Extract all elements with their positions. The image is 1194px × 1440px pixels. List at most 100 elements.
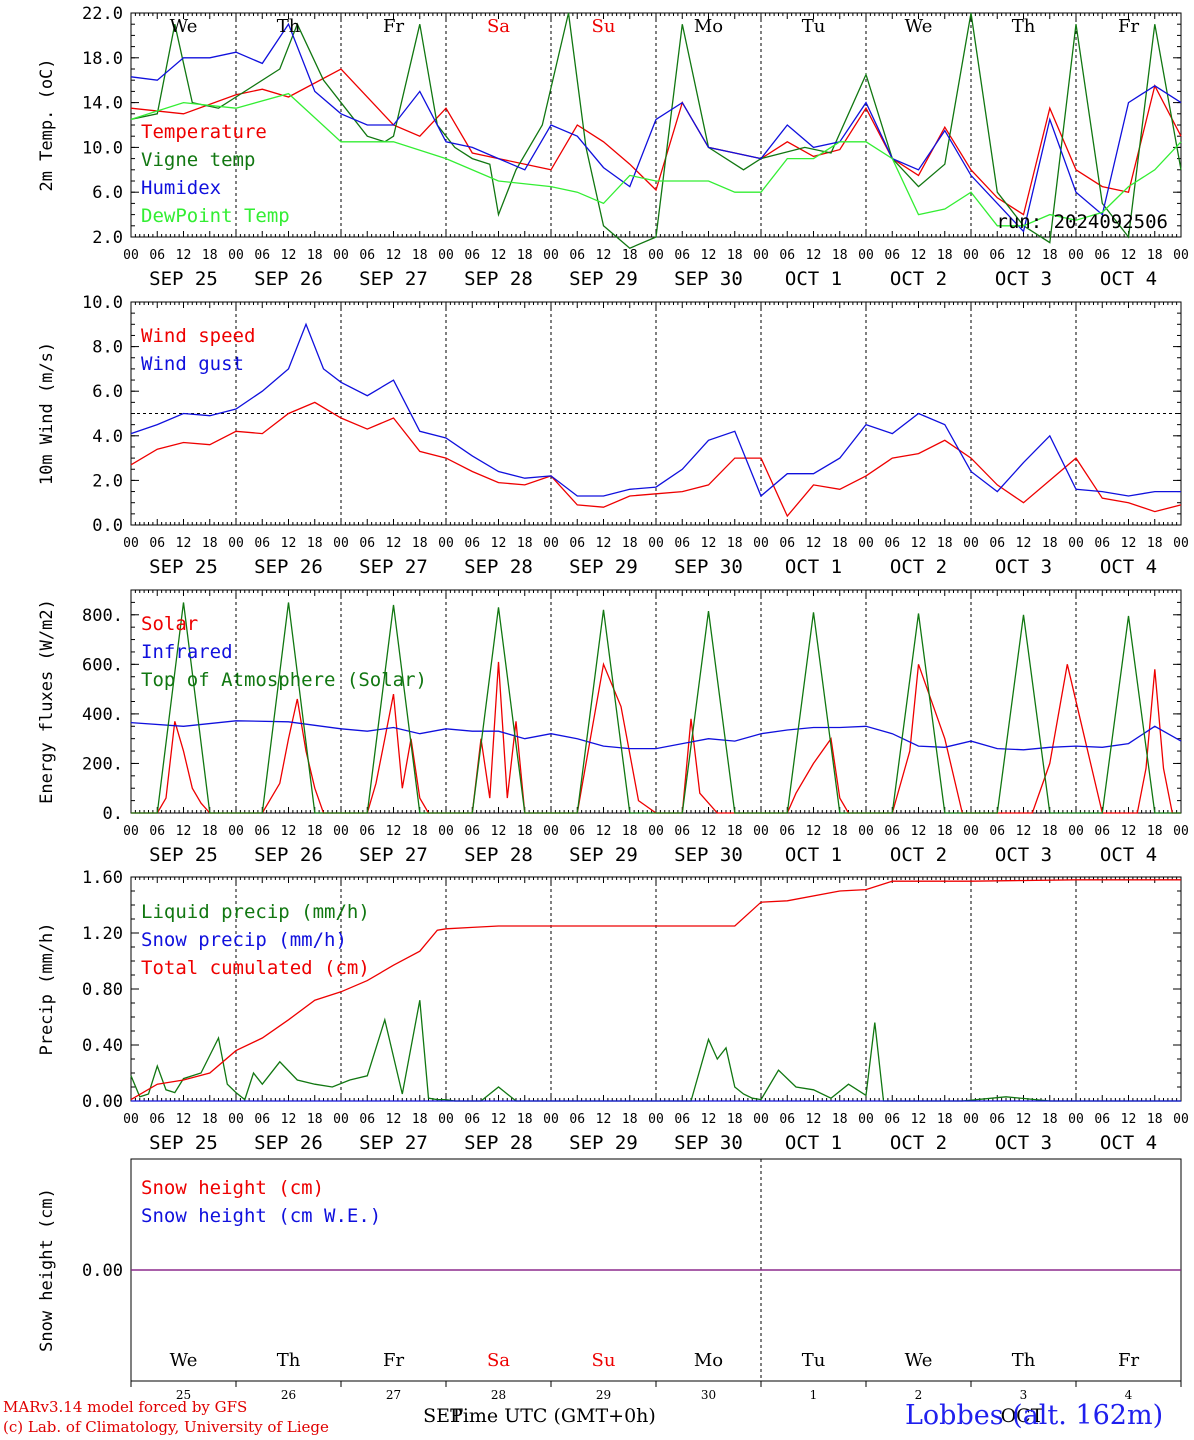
hour-tick-label: 12 xyxy=(596,536,612,551)
date-label: SEP 28 xyxy=(464,1132,533,1154)
series-line-total-cumulated-cm- xyxy=(130,879,1181,1101)
y-axis-title: Snow height (cm) xyxy=(37,1188,57,1352)
hour-tick-label: 00 xyxy=(753,248,769,263)
hour-tick-label: 00 xyxy=(123,1112,139,1127)
date-label: OCT 4 xyxy=(1100,556,1157,578)
hour-tick-label: 12 xyxy=(596,824,612,839)
hour-tick-label: 00 xyxy=(123,536,139,551)
date-label: OCT 2 xyxy=(890,268,947,290)
weekday-label: We xyxy=(170,16,198,37)
hour-tick-label: 18 xyxy=(1042,824,1058,839)
hour-tick-label: 12 xyxy=(1016,248,1032,263)
hour-tick-label: 00 xyxy=(438,536,454,551)
hour-tick-label: 12 xyxy=(596,248,612,263)
weekday-label: Fr xyxy=(383,16,404,37)
weekday-label: Sa xyxy=(487,16,510,37)
hour-tick-label: 12 xyxy=(386,824,402,839)
y-tick-label: 10.0 xyxy=(82,138,123,158)
hour-tick-label: 18 xyxy=(517,248,533,263)
legend-entry: Wind speed xyxy=(141,325,255,347)
day-number: 28 xyxy=(491,1388,506,1402)
hour-tick-label: 06 xyxy=(359,248,375,263)
day-number: 27 xyxy=(386,1388,401,1402)
hour-tick-label: 06 xyxy=(149,824,165,839)
hour-tick-label: 00 xyxy=(963,536,979,551)
hour-tick-label: 18 xyxy=(202,1112,218,1127)
hour-tick-label: 00 xyxy=(228,248,244,263)
y-tick-label: 0.0 xyxy=(92,516,123,536)
legend-entry: Temperature xyxy=(141,121,267,143)
hour-tick-label: 18 xyxy=(202,248,218,263)
hour-tick-label: 18 xyxy=(412,1112,428,1127)
weekday-label: Th xyxy=(277,1350,301,1371)
hour-tick-label: 06 xyxy=(149,248,165,263)
date-label: SEP 28 xyxy=(464,844,533,866)
hour-tick-label: 12 xyxy=(386,248,402,263)
hour-tick-label: 06 xyxy=(464,824,480,839)
hour-tick-label: 12 xyxy=(701,248,717,263)
legend-entry: Snow height (cm W.E.) xyxy=(141,1205,381,1227)
hour-tick-label: 18 xyxy=(1147,248,1163,263)
day-number: 4 xyxy=(1125,1388,1133,1402)
hour-tick-label: 06 xyxy=(254,248,270,263)
weekday-label: Tu xyxy=(802,1350,826,1371)
hour-tick-label: 18 xyxy=(1147,536,1163,551)
hour-tick-label: 06 xyxy=(779,248,795,263)
hour-tick-label: 18 xyxy=(1147,1112,1163,1127)
hour-tick-label: 18 xyxy=(307,248,323,263)
date-label: OCT 1 xyxy=(785,1132,842,1154)
hour-tick-label: 00 xyxy=(543,536,559,551)
hour-tick-label: 00 xyxy=(438,248,454,263)
hour-tick-label: 18 xyxy=(517,536,533,551)
hour-tick-label: 12 xyxy=(281,536,297,551)
date-label: SEP 25 xyxy=(149,556,218,578)
hour-tick-label: 06 xyxy=(569,824,585,839)
hour-tick-label: 18 xyxy=(832,824,848,839)
hour-tick-label: 00 xyxy=(858,1112,874,1127)
hour-tick-label: 00 xyxy=(1173,824,1189,839)
hour-tick-label: 12 xyxy=(806,248,822,263)
hour-tick-label: 00 xyxy=(963,824,979,839)
date-label: SEP 26 xyxy=(254,1132,323,1154)
hour-tick-label: 06 xyxy=(989,536,1005,551)
date-label: SEP 26 xyxy=(254,844,323,866)
y-tick-label: 14.0 xyxy=(82,94,123,114)
day-number: 29 xyxy=(596,1388,611,1402)
weekday-label: Su xyxy=(592,1350,616,1371)
weekday-label: We xyxy=(905,1350,933,1371)
date-label: SEP 26 xyxy=(254,268,323,290)
y-tick-label: 0.80 xyxy=(82,980,123,1000)
y-tick-label: 800. xyxy=(82,606,123,626)
hour-tick-label: 12 xyxy=(176,536,192,551)
weekday-label: We xyxy=(905,16,933,37)
hour-tick-label: 06 xyxy=(569,248,585,263)
hour-tick-label: 12 xyxy=(701,536,717,551)
hour-tick-label: 18 xyxy=(1042,1112,1058,1127)
date-label: OCT 2 xyxy=(890,1132,947,1154)
hour-tick-label: 12 xyxy=(491,824,507,839)
day-number: 2 xyxy=(915,1388,923,1402)
weekday-label: Mo xyxy=(694,1350,723,1371)
hour-tick-label: 06 xyxy=(989,248,1005,263)
panel-5: 0.00 Snow height (cm) Snow height (cm) Snow… xyxy=(37,1158,1182,1387)
day-number: 3 xyxy=(1020,1388,1028,1402)
hour-tick-label: 00 xyxy=(858,248,874,263)
weekday-label: We xyxy=(170,1350,198,1371)
y-axis-title: Precip (mm/h) xyxy=(37,922,57,1055)
hour-tick-label: 06 xyxy=(779,1112,795,1127)
hour-tick-label: 06 xyxy=(779,536,795,551)
hour-tick-label: 06 xyxy=(989,1112,1005,1127)
hour-tick-label: 06 xyxy=(1094,824,1110,839)
weekday-label: Th xyxy=(1012,16,1036,37)
hour-tick-label: 00 xyxy=(753,536,769,551)
hour-ticks xyxy=(130,590,1182,813)
hour-tick-label: 06 xyxy=(779,824,795,839)
weekday-label: Fr xyxy=(1118,1350,1139,1371)
hour-tick-label: 00 xyxy=(1173,536,1189,551)
series-line-wind-speed xyxy=(130,401,1182,518)
hour-tick-label: 12 xyxy=(1016,536,1032,551)
hour-tick-label: 06 xyxy=(674,248,690,263)
y-tick-label: 0.00 xyxy=(82,1092,123,1112)
date-label: SEP 28 xyxy=(464,268,533,290)
weekday-label: Mo xyxy=(694,16,723,37)
